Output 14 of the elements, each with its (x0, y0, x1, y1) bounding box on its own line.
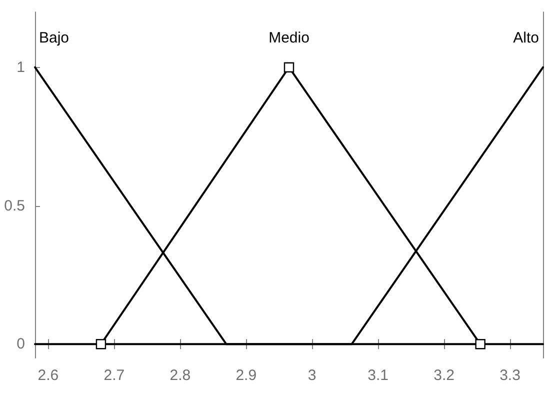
series-label: Alto (513, 29, 539, 46)
x-tick-label: 2.9 (236, 367, 257, 384)
x-tick-label: 2.6 (38, 367, 59, 384)
x-tick-label: 2.7 (104, 367, 125, 384)
x-tick-label: 3.1 (368, 367, 388, 384)
series-label: Bajo (39, 29, 70, 46)
x-tick-label: 2.8 (170, 367, 191, 384)
x-tick-label: 3.2 (434, 367, 454, 384)
x-tick-label: 3.3 (500, 367, 520, 384)
series-label: Medio (268, 29, 310, 46)
y-tick-label: 0 (16, 336, 25, 353)
y-tick-label: 1 (16, 58, 25, 76)
y-tick-label: 0.5 (4, 197, 25, 214)
x-tick-label: 3 (308, 367, 316, 384)
